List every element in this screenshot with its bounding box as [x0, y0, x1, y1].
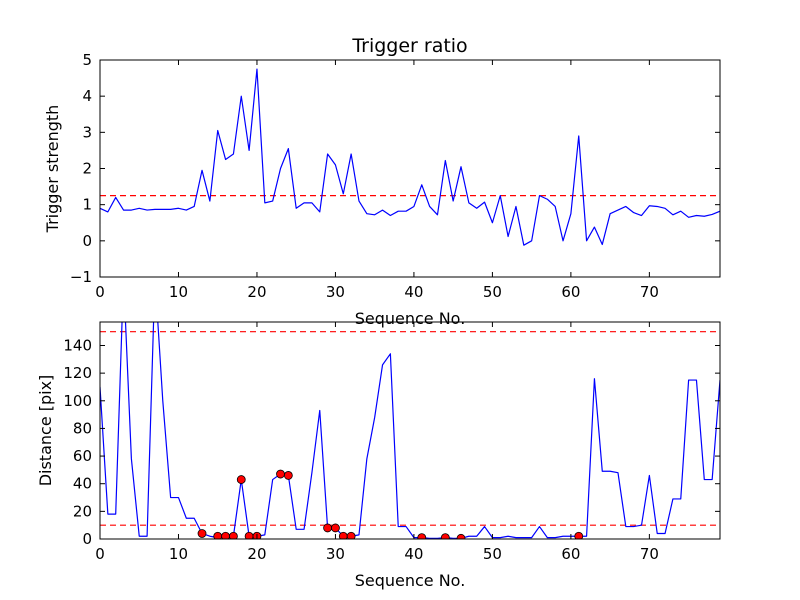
bottom-marker-point	[236, 475, 246, 484]
bottom-y-tick-label: 40	[73, 475, 92, 493]
top-y-tick-label: 2	[82, 160, 92, 178]
bottom-marker-point	[197, 529, 207, 538]
top-y-tick-label: 5	[82, 51, 92, 69]
top-y-axis-label: Trigger strength	[43, 105, 62, 234]
bottom-marker-point	[323, 523, 332, 533]
top-y-tick-label: 3	[82, 123, 92, 141]
bottom-y-tick-label: 20	[73, 502, 92, 520]
bottom-y-axis-label: Distance [pix]	[36, 375, 55, 487]
top-x-tick-label: 20	[247, 283, 266, 301]
top-y-tick-label: 0	[82, 232, 92, 250]
bottom-x-tick-label: 0	[95, 545, 105, 563]
top-y-tick-label: 1	[82, 196, 92, 214]
bottom-marker-point	[331, 523, 340, 533]
top-x-tick-label: 30	[326, 283, 345, 301]
bottom-marker-point	[229, 531, 238, 539]
bottom-x-tick-label: 50	[483, 545, 502, 563]
bottom-marker-point	[283, 471, 293, 480]
bottom-subplot: 0 10 20 30 40 50 60 70 0 20 40 60 80 100 120 140 Sequenc…	[36, 321, 721, 590]
bottom-plot-area	[100, 322, 720, 539]
top-x-tick-label: 70	[640, 283, 659, 301]
bottom-y-tick-label: 100	[63, 392, 92, 410]
bottom-marker-point	[456, 533, 466, 539]
bottom-marker-point	[417, 533, 427, 539]
top-x-tick-label: 0	[95, 283, 105, 301]
bottom-marker-point	[574, 531, 584, 539]
top-chart-title: Trigger ratio	[351, 35, 467, 57]
bottom-x-tick-label: 20	[247, 545, 266, 563]
top-x-tick-label: 40	[404, 283, 423, 301]
bottom-x-tick-label: 30	[326, 545, 345, 563]
bottom-marker-point	[440, 533, 450, 539]
bottom-x-tick-label: 60	[561, 545, 580, 563]
bottom-marker-point	[346, 531, 356, 539]
bottom-y-tick-label: 120	[63, 364, 92, 382]
bottom-y-tick-label: 60	[73, 447, 92, 465]
bottom-y-tick-label: 0	[82, 530, 92, 548]
top-x-tick-label: 10	[169, 283, 188, 301]
bottom-x-tick-label: 40	[404, 545, 423, 563]
bottom-axes-frame	[99, 321, 721, 540]
bottom-y-tick-label: 140	[63, 336, 92, 354]
top-x-axis-label: Sequence No.	[355, 309, 466, 328]
bottom-x-tick-label: 70	[640, 545, 659, 563]
bottom-y-tick-label: 80	[73, 419, 92, 437]
bottom-marker-point	[276, 469, 285, 479]
top-y-tick-label: 4	[82, 87, 92, 105]
bottom-x-axis-label: Sequence No.	[355, 571, 466, 590]
top-series-line-0	[100, 68, 720, 246]
bottom-x-tick-label: 10	[169, 545, 188, 563]
top-x-tick-label: 50	[483, 283, 502, 301]
top-y-tick-label: −1	[70, 268, 92, 286]
top-plot-area	[100, 68, 720, 246]
top-x-tick-label: 60	[561, 283, 580, 301]
